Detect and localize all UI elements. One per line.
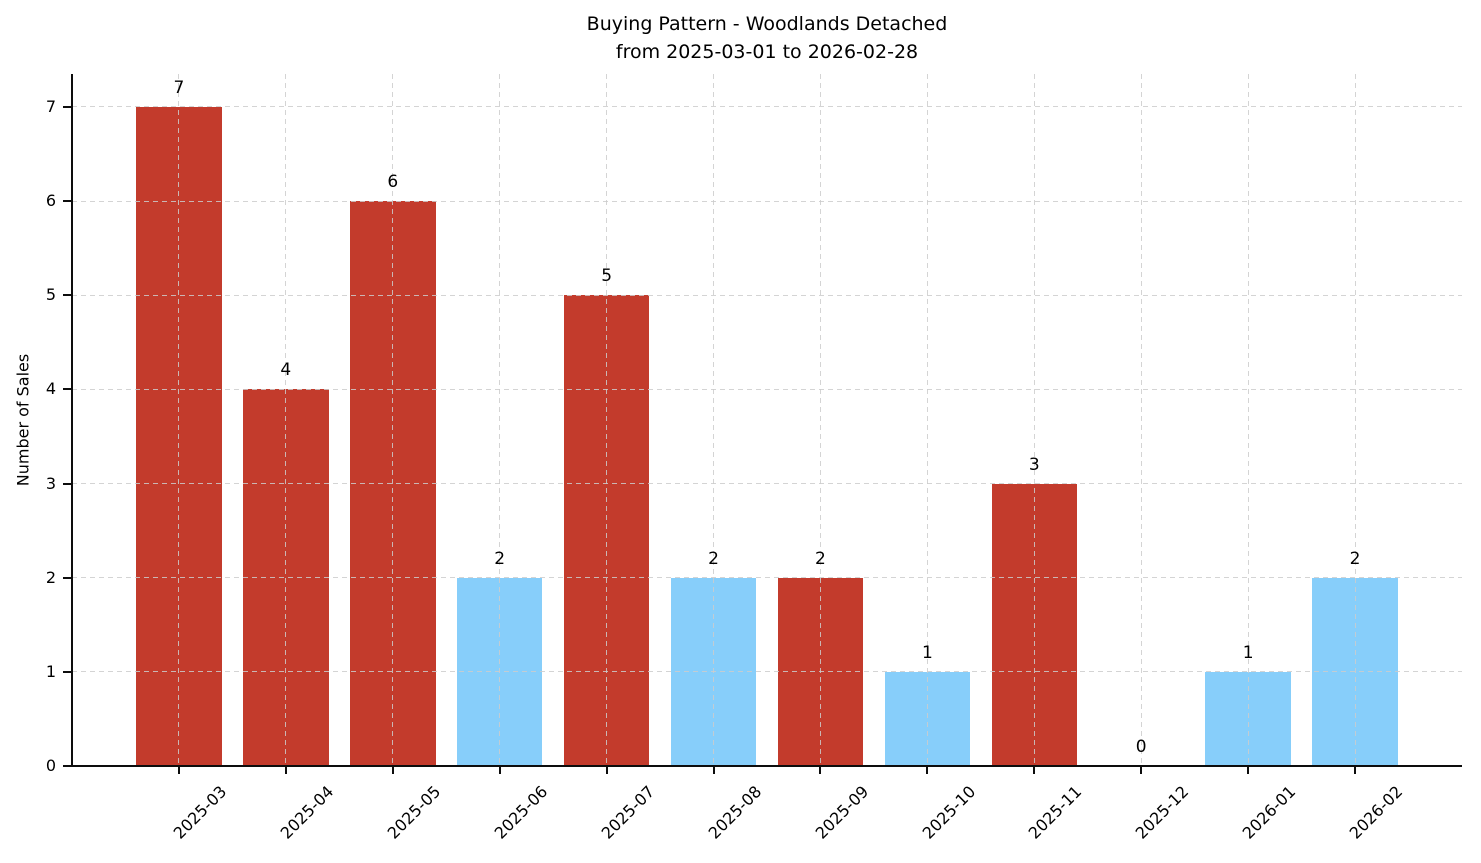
gridline-vertical bbox=[285, 74, 287, 766]
x-axis-tick bbox=[926, 766, 929, 774]
x-axis-tick bbox=[819, 766, 822, 774]
x-axis-tick bbox=[284, 766, 287, 774]
x-tick-label: 2025-11 bbox=[1025, 782, 1086, 843]
gridline-horizontal bbox=[72, 200, 1462, 202]
gridline-horizontal bbox=[72, 106, 1462, 108]
gridline-horizontal bbox=[72, 388, 1462, 390]
bar-value-label: 4 bbox=[280, 360, 292, 381]
y-tick-label: 5 bbox=[45, 285, 56, 305]
x-tick-label: 2025-08 bbox=[704, 782, 765, 843]
y-tick-label: 3 bbox=[45, 473, 56, 493]
gridline-vertical bbox=[606, 74, 608, 766]
gridline-vertical bbox=[1033, 74, 1035, 766]
y-axis-tick-labels: 0 1 2 3 4 5 6 7 bbox=[0, 74, 56, 775]
y-tick-label: 4 bbox=[45, 379, 56, 399]
bar-value-label: 3 bbox=[1028, 454, 1040, 475]
y-tick-label: 6 bbox=[45, 191, 56, 211]
y-axis-spine bbox=[71, 74, 73, 767]
x-tick-label: 2025-09 bbox=[811, 782, 872, 843]
x-axis-spine bbox=[71, 765, 1462, 767]
gridline-horizontal bbox=[72, 483, 1462, 485]
gridline-vertical bbox=[1247, 74, 1249, 766]
gridline-horizontal bbox=[72, 671, 1462, 673]
y-axis-tick bbox=[63, 765, 72, 767]
bar-value-label: 7 bbox=[173, 77, 185, 98]
bar-value-label: 5 bbox=[601, 266, 613, 287]
x-tick-label: 2026-01 bbox=[1238, 782, 1300, 843]
x-axis-tick bbox=[498, 766, 501, 774]
y-axis-tick bbox=[63, 576, 72, 579]
x-tick-label: 2025-12 bbox=[1131, 782, 1193, 843]
chart-title-line1: Buying Pattern - Woodlands Detached bbox=[586, 13, 948, 35]
y-tick-label: 7 bbox=[45, 96, 56, 116]
gridline-vertical bbox=[1140, 74, 1142, 766]
x-axis-tick bbox=[1354, 766, 1357, 774]
bar-value-label: 0 bbox=[1135, 737, 1147, 757]
x-tick-label: 2025-05 bbox=[383, 782, 445, 843]
gridline-horizontal bbox=[72, 294, 1462, 296]
x-tick-label: 2025-07 bbox=[597, 782, 659, 843]
plot-area: 7 2025-03 4 2025-04 6 2025-05 2 2025-06 5 2025-07… bbox=[71, 74, 1462, 843]
bar-value-label: 2 bbox=[815, 548, 826, 569]
bar-value-label: 1 bbox=[1242, 642, 1254, 663]
y-axis-tick bbox=[63, 200, 72, 203]
y-axis-tick bbox=[63, 105, 72, 108]
y-tick-label: 2 bbox=[45, 567, 56, 587]
bar-value-label: 2 bbox=[494, 548, 506, 569]
y-axis-tick bbox=[63, 482, 72, 485]
gridline-vertical bbox=[1354, 74, 1356, 766]
y-axis-tick bbox=[63, 388, 72, 391]
x-axis-tick bbox=[177, 766, 180, 774]
bar-value-label: 6 bbox=[387, 172, 399, 193]
bar-value-label: 2 bbox=[708, 548, 719, 569]
x-tick-label: 2026-02 bbox=[1345, 782, 1407, 843]
x-axis-tick bbox=[605, 766, 608, 774]
x-axis-tick bbox=[1033, 766, 1036, 774]
y-tick-label: 0 bbox=[45, 756, 56, 775]
x-tick-label: 2025-03 bbox=[169, 782, 231, 843]
x-tick-label: 2025-10 bbox=[918, 782, 979, 843]
gridline-vertical bbox=[819, 74, 821, 766]
x-axis-tick bbox=[391, 766, 394, 774]
gridline-vertical bbox=[713, 74, 715, 766]
x-axis-tick bbox=[1247, 766, 1250, 774]
y-axis-ticks bbox=[63, 74, 72, 767]
x-axis-tick bbox=[1140, 766, 1143, 774]
y-tick-label: 1 bbox=[45, 661, 56, 681]
y-axis-tick bbox=[63, 294, 72, 297]
gridline-vertical bbox=[926, 74, 928, 766]
gridline-vertical bbox=[178, 74, 180, 766]
gridline-vertical bbox=[392, 74, 394, 766]
bar-value-label: 1 bbox=[921, 642, 933, 663]
bar-value-label: 2 bbox=[1349, 548, 1361, 569]
y-axis-tick bbox=[63, 670, 72, 673]
chart-title: Buying Pattern - Woodlands Detached from… bbox=[72, 11, 1462, 66]
x-tick-label: 2025-04 bbox=[276, 782, 338, 843]
x-axis-tick bbox=[712, 766, 715, 774]
x-tick-label: 2025-06 bbox=[490, 782, 552, 843]
gridline-horizontal bbox=[72, 577, 1462, 579]
gridline-vertical bbox=[499, 74, 501, 766]
chart-title-line2: from 2025-03-01 to 2026-02-28 bbox=[615, 40, 919, 63]
